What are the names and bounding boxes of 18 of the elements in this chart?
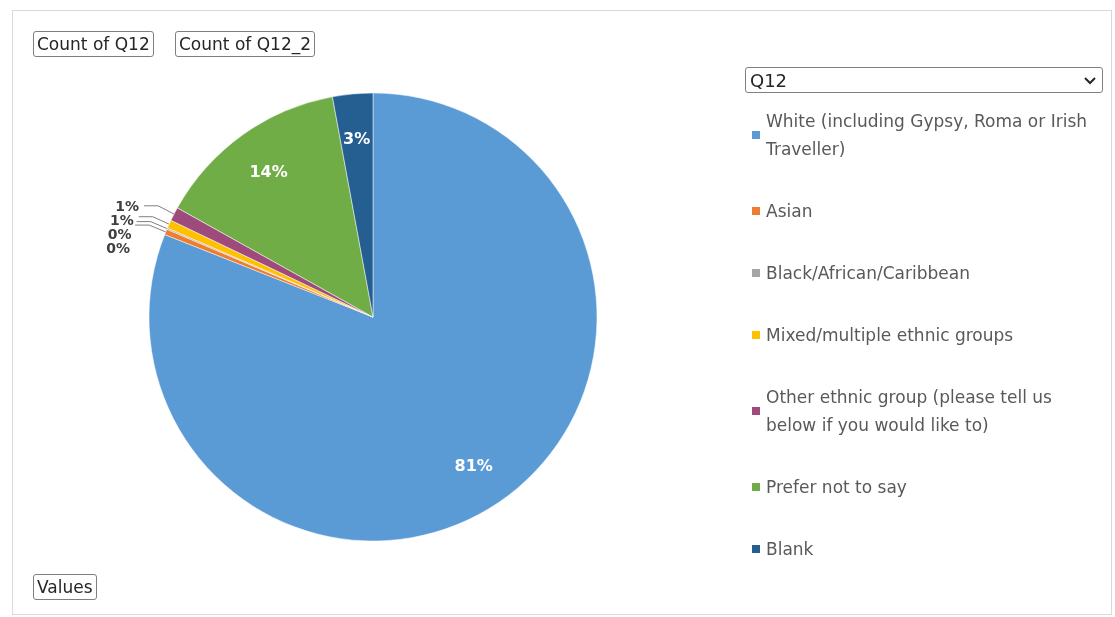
data-label: 1%	[109, 211, 134, 228]
legend-label: Black/African/Caribbean	[766, 263, 970, 283]
legend-label: Blank	[766, 539, 814, 559]
data-label: 0%	[107, 225, 132, 242]
data-label: 1%	[115, 197, 140, 214]
legend-label: White (including Gypsy, Roma or Irish Traveller)	[765, 111, 1093, 159]
legend-title: Q12	[745, 67, 1103, 93]
text: Count of Q12	[33, 31, 154, 57]
data-label: 81%	[454, 455, 493, 475]
data-label: 0%	[106, 239, 131, 256]
legend-label: Asian	[766, 201, 813, 221]
legend-label: Prefer not to say	[766, 477, 907, 497]
data-label: 3%	[343, 129, 371, 149]
legend-label: Other ethnic group (please tell us below if you would like to)	[766, 387, 1058, 435]
text: Values	[33, 574, 97, 600]
data-label: 14%	[249, 161, 288, 181]
text: Count of Q12_2	[175, 31, 316, 57]
legend-label: Mixed/multiple ethnic groups	[766, 325, 1014, 345]
